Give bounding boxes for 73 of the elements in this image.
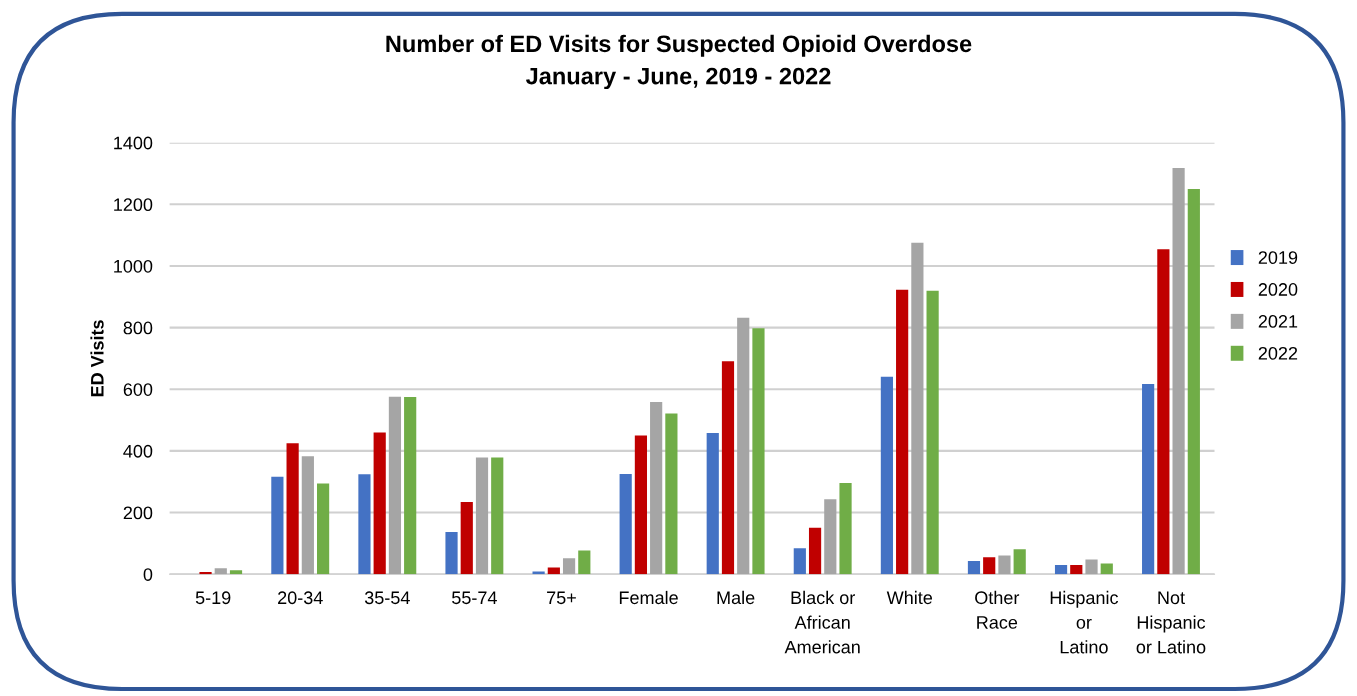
x-tick-label: 5-19 <box>195 591 231 605</box>
bar <box>404 396 417 575</box>
bar <box>286 443 299 575</box>
y-axis-title: ED Visits <box>90 320 104 397</box>
bar <box>967 560 981 575</box>
y-tick-label: 200 <box>123 506 153 520</box>
bar <box>665 413 678 575</box>
bar <box>578 550 591 575</box>
bar <box>317 483 330 575</box>
bar <box>1157 249 1170 575</box>
bar <box>752 328 765 575</box>
bar <box>1070 564 1083 575</box>
bar <box>445 531 458 575</box>
bar <box>737 317 750 575</box>
bar <box>706 433 719 575</box>
x-tick-label: Female <box>619 590 678 605</box>
x-tick-label: Male <box>717 590 755 605</box>
x-tick-label: Black or African American <box>784 590 860 654</box>
bar <box>1187 188 1200 575</box>
legend-label: 2022 <box>1258 346 1298 360</box>
bar <box>634 435 648 575</box>
bar <box>1085 559 1098 575</box>
bar <box>983 557 996 575</box>
bar <box>491 457 504 575</box>
bar <box>926 290 939 575</box>
bar <box>793 548 806 575</box>
bar <box>199 572 212 575</box>
bar <box>1142 384 1155 575</box>
bar <box>388 396 402 575</box>
y-tick-label: 800 <box>123 321 153 335</box>
y-tick-label: 1200 <box>114 198 153 212</box>
x-tick-label: 75+ <box>547 591 576 605</box>
y-tick-label: 1000 <box>114 259 153 273</box>
x-tick-label: Not Hispanic or Latino <box>1136 591 1206 654</box>
bar <box>532 571 545 575</box>
bar <box>562 558 576 575</box>
legend-label: 2021 <box>1258 314 1298 328</box>
bar <box>460 502 473 575</box>
bar <box>824 499 837 575</box>
bar <box>358 474 371 575</box>
y-tick-label: 1400 <box>114 136 153 150</box>
bar <box>1172 167 1185 575</box>
bar <box>650 401 663 575</box>
x-tick-label: 55-74 <box>452 591 497 605</box>
bar <box>808 527 822 575</box>
bar <box>1100 563 1113 575</box>
chart-title: Number of ED Visits for Suspected Opioid Overdose January - June, 2019 - 2022 <box>386 34 972 90</box>
bar <box>229 570 243 575</box>
bar <box>880 376 893 575</box>
x-tick-label: Hispanic or Latino <box>1050 590 1119 654</box>
bar <box>998 555 1011 575</box>
bar <box>1013 549 1026 575</box>
x-tick-label: Other Race <box>975 590 1020 629</box>
bar <box>896 289 909 575</box>
bar <box>547 567 560 575</box>
legend-label: 2020 <box>1258 283 1298 296</box>
bar <box>301 456 314 575</box>
y-tick-label: 400 <box>123 444 153 458</box>
bar <box>1054 564 1068 575</box>
bar <box>721 361 735 575</box>
y-tick-label: 600 <box>123 383 153 396</box>
legend-label: 2019 <box>1258 251 1298 264</box>
bar <box>475 457 489 575</box>
bar <box>214 568 227 575</box>
bar <box>911 242 924 575</box>
bar <box>271 476 284 575</box>
bar <box>619 474 632 575</box>
x-tick-label: 35-54 <box>364 591 410 605</box>
bar <box>373 432 386 575</box>
x-tick-label: 20-34 <box>278 591 323 605</box>
x-tick-label: White <box>886 590 933 605</box>
bar <box>839 482 852 575</box>
y-tick-label: 0 <box>143 568 153 581</box>
